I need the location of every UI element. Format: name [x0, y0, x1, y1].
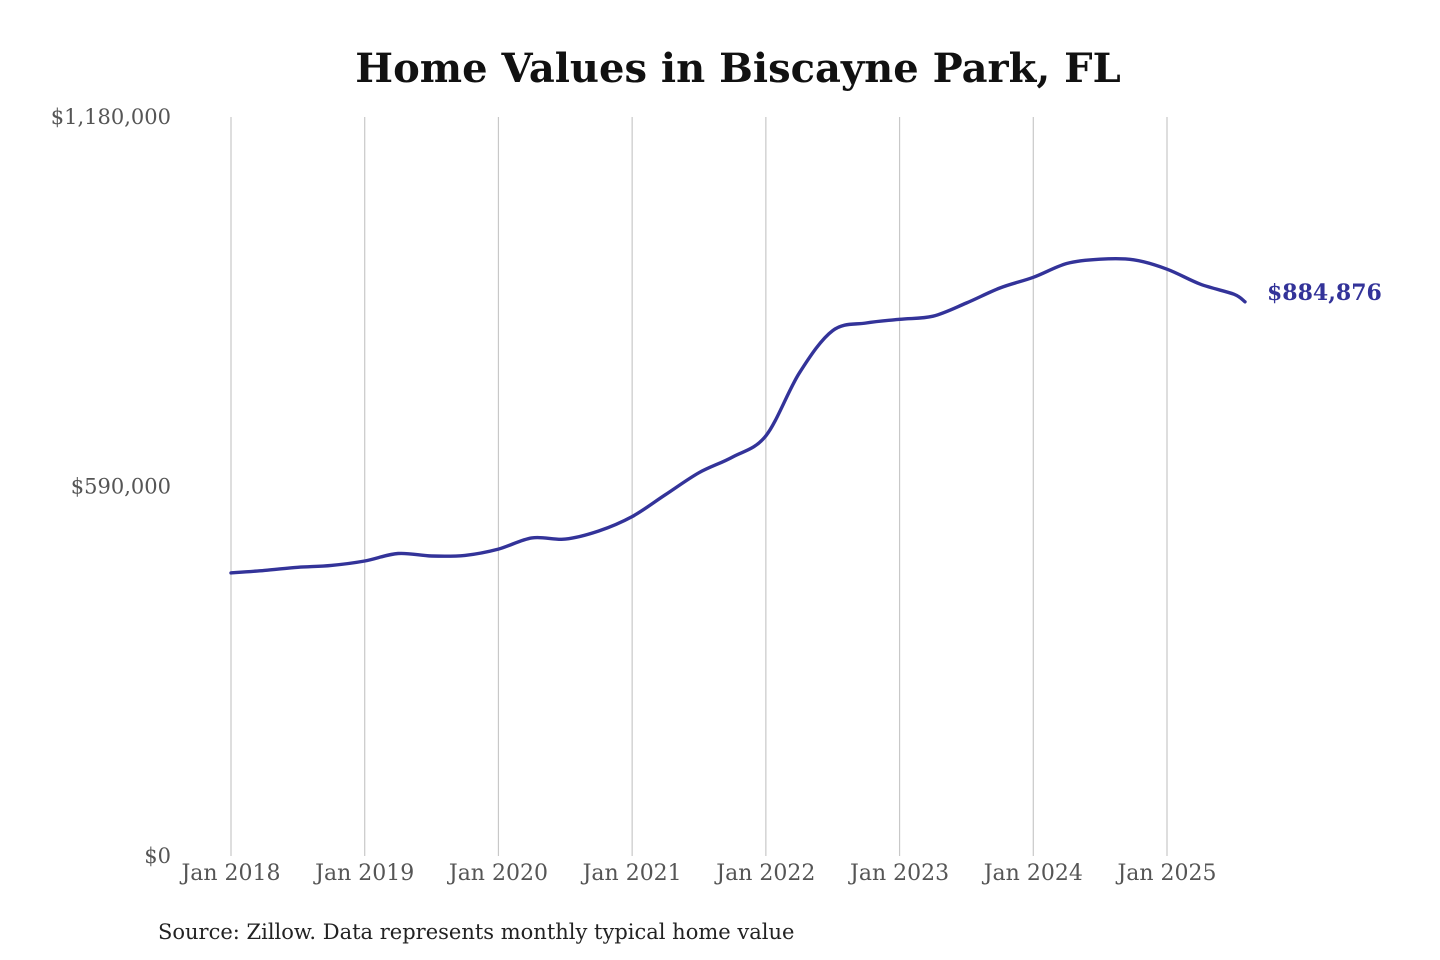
end-value-label: $884,876	[1267, 280, 1382, 306]
x-tick-label: Jan 2022	[714, 861, 815, 886]
x-tick-label: Jan 2025	[1115, 861, 1216, 886]
x-tick-label: Jan 2018	[179, 861, 280, 886]
x-tick-label: Jan 2020	[447, 861, 548, 886]
gridlines	[230, 117, 1168, 856]
y-tick-label: $590,000	[71, 475, 171, 499]
chart-title: Home Values in Biscayne Park, FL	[355, 45, 1120, 92]
y-tick-label: $1,180,000	[51, 105, 171, 129]
source-note: Source: Zillow. Data represents monthly …	[158, 920, 794, 944]
x-tick-label: Jan 2021	[581, 861, 682, 886]
y-axis-tick-labels: $1,180,000 $590,000 $0	[51, 105, 171, 868]
x-axis-tick-labels: Jan 2018 Jan 2019 Jan 2020 Jan 2021 Jan 2022…	[179, 861, 1216, 886]
x-tick-label: Jan 2019	[313, 861, 414, 886]
x-tick-label: Jan 2023	[848, 861, 949, 886]
y-tick-label: $0	[144, 844, 171, 868]
x-tick-label: Jan 2024	[982, 861, 1083, 886]
series-line	[229, 256, 1247, 575]
series-lines: $884,876	[229, 256, 1382, 575]
